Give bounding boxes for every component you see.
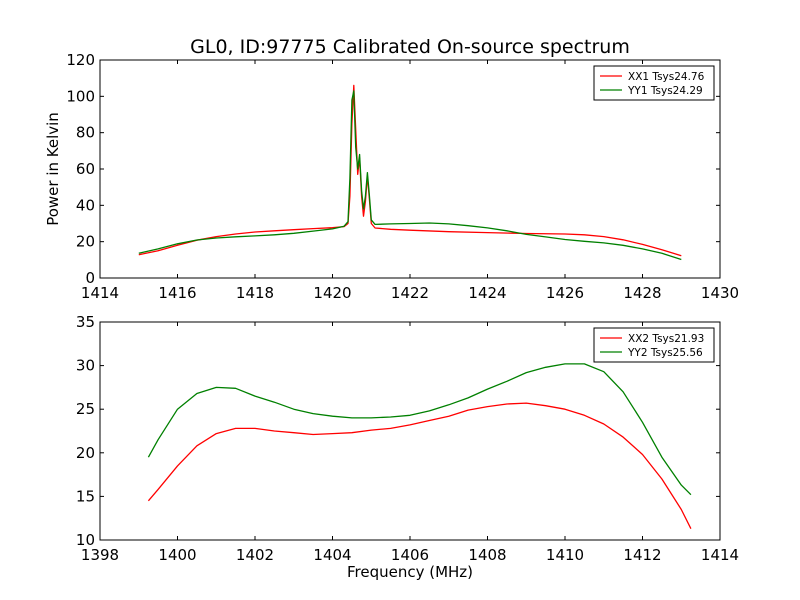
legend-box: [593, 327, 715, 363]
figure-title: GL0, ID:97775 Calibrated On-source spect…: [190, 36, 630, 58]
y-tick-label: 80: [76, 124, 95, 142]
x-tick-label: 1404: [313, 546, 351, 564]
x-tick-label: 1410: [546, 546, 584, 564]
legend-entry-label: XX2 Tsys21.93: [628, 333, 704, 345]
legend-box: [593, 65, 715, 101]
x-tick-label: 1424: [468, 284, 506, 302]
legend: XX2 Tsys21.93 YY2 Tsys25.56: [593, 327, 715, 363]
y-tick-label: 60: [76, 160, 95, 178]
x-tick-label: 1422: [391, 284, 429, 302]
x-tick-label: 1412: [623, 546, 661, 564]
x-tick-label: 1406: [391, 546, 429, 564]
x-tick-label: 1420: [313, 284, 351, 302]
x-tick-label: 1418: [236, 284, 274, 302]
legend: XX1 Tsys24.76 YY1 Tsys24.29: [593, 65, 715, 101]
x-tick-label: 1398: [81, 546, 119, 564]
y-tick-label: 15: [76, 487, 95, 505]
legend-entry-label: YY1 Tsys24.29: [627, 85, 703, 97]
x-tick-label: 1400: [158, 546, 196, 564]
x-tick-label: 1408: [468, 546, 506, 564]
bottom-spectrum-panel: 1398 1400 1402 1404 1406 1408 1410 1412 1414 10 15…: [76, 313, 739, 581]
y-tick-label: 120: [66, 51, 95, 69]
x-tick-label: 1402: [236, 546, 274, 564]
legend-entry-label: YY2 Tsys25.56: [627, 347, 703, 359]
y-tick-label: 25: [76, 400, 95, 418]
top-spectrum-panel: 1414 1416 1418 1420 1422 1424 1426 1428 1430 0 20 4…: [44, 51, 739, 302]
series-line-yy: [138, 90, 682, 261]
x-tick-label: 1416: [158, 284, 196, 302]
y-tick-label: 30: [76, 357, 95, 375]
y-tick-label: 40: [76, 196, 95, 214]
x-tick-label: 1430: [701, 284, 739, 302]
x-tick-label: 1428: [623, 284, 661, 302]
y-axis-label: Power in Kelvin: [44, 112, 62, 226]
legend-entry-label: XX1 Tsys24.76: [628, 71, 705, 83]
y-tick-label: 10: [76, 531, 95, 549]
series-line-yy: [147, 363, 692, 496]
y-tick-label: 35: [76, 313, 95, 331]
series-line-xx: [147, 402, 692, 529]
y-tick-label: 20: [76, 233, 95, 251]
y-tick-label: 0: [85, 269, 95, 287]
y-tick-label: 100: [66, 87, 95, 105]
x-tick-label: 1414: [81, 284, 119, 302]
x-tick-label: 1426: [546, 284, 584, 302]
y-tick-label: 20: [76, 444, 95, 462]
x-tick-label: 1414: [701, 546, 739, 564]
x-axis-label: Frequency (MHz): [347, 563, 473, 581]
